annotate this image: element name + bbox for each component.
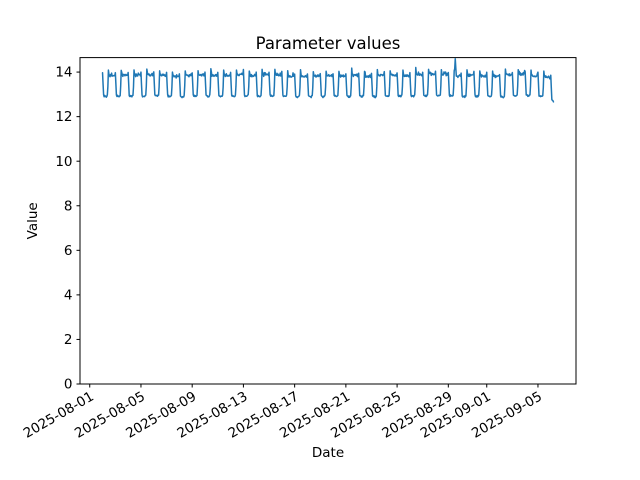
y-tick-label: 10: [55, 154, 72, 170]
y-axis-ticks: 0 2 4 6 8 10 12 14: [55, 65, 80, 393]
y-tick-label: 6: [64, 243, 73, 259]
chart-title: Parameter values: [256, 34, 401, 53]
x-axis-ticks: 2025-08-012025-08-052025-08-092025-08-13…: [21, 384, 545, 442]
y-tick-label: 2: [64, 332, 73, 348]
y-tick-label: 0: [64, 377, 73, 393]
series-line: [101, 57, 555, 103]
y-axis-label: Value: [25, 202, 41, 239]
y-tick-label: 14: [55, 65, 72, 81]
y-tick-label: 8: [64, 198, 73, 214]
plot-area: [79, 57, 577, 385]
y-tick-label: 12: [55, 109, 72, 125]
y-tick-label: 4: [64, 287, 73, 303]
x-axis-label: Date: [312, 445, 344, 461]
